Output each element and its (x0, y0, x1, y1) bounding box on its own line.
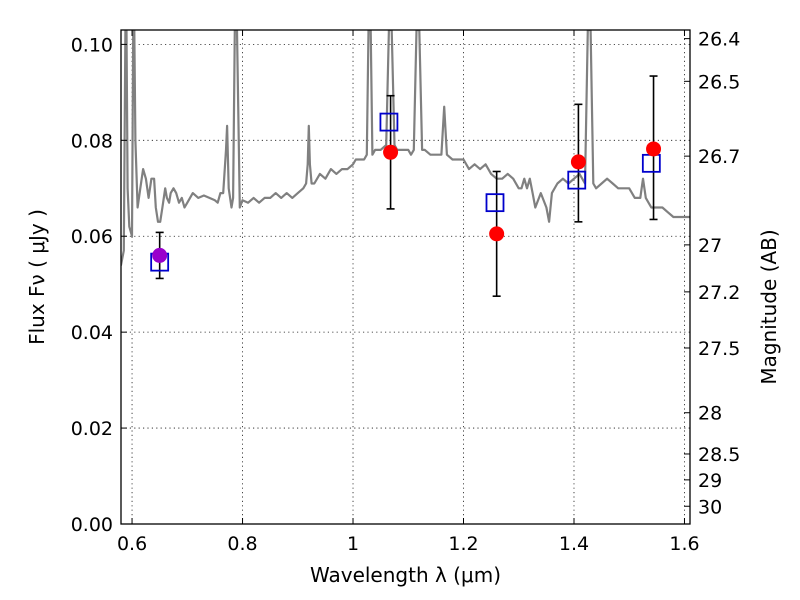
plot-frame (120, 29, 691, 525)
y2-tick-label: 27 (698, 235, 722, 257)
plot-border (120, 29, 691, 525)
spectrum-series (121, 30, 690, 267)
y2-tick-label: 27.2 (698, 282, 740, 304)
y2-tick-label: 26.7 (698, 146, 740, 168)
y-tick-label: 0.10 (71, 34, 113, 56)
spectrum-line (121, 30, 690, 267)
grid (121, 30, 690, 524)
x-tick-label: 1.4 (559, 533, 589, 555)
x-tick-label: 1 (347, 533, 359, 555)
y2-tick-label: 29 (698, 470, 722, 492)
errorbars (155, 75, 658, 297)
ticks (121, 30, 690, 525)
observed-point (383, 144, 399, 160)
observed-point (646, 141, 662, 157)
model-square (567, 170, 587, 190)
y-tick-label: 0.04 (71, 322, 113, 344)
y2-tick-label: 28.5 (698, 444, 740, 466)
y2-tick-label: 28 (698, 403, 722, 425)
observed-point (152, 247, 168, 263)
x-axis-title: Wavelength λ (μm) (310, 563, 501, 587)
y2-axis-title: Magnitude (AB) (757, 229, 781, 384)
y2-tick-label: 30 (698, 496, 722, 518)
observed-point (570, 154, 586, 170)
y-tick-label: 0.08 (71, 130, 113, 152)
y2-tick-label: 27.5 (698, 338, 740, 360)
y-tick-label: 0.00 (71, 514, 113, 536)
model-square (641, 153, 661, 173)
y-tick-label: 0.02 (71, 418, 113, 440)
x-tick-label: 1.2 (448, 533, 478, 555)
y2-tick-label: 26.4 (698, 29, 740, 51)
observed-point (489, 226, 505, 242)
model-square (379, 112, 399, 132)
model-square (485, 193, 505, 213)
x-tick-label: 0.8 (227, 533, 257, 555)
y-axis-title: Flux Fν ( μJy ) (25, 209, 49, 345)
x-tick-label: 0.6 (117, 533, 147, 555)
y-tick-label: 0.06 (71, 226, 113, 248)
axis-labels: 0.6 0.8 1 1.2 1.4 1.6 0.00 0.02 0.04 0.06 0.08 0.10… (25, 29, 781, 587)
observed-points (152, 141, 662, 263)
x-tick-label: 1.6 (669, 533, 699, 555)
y2-tick-label: 26.5 (698, 71, 740, 93)
